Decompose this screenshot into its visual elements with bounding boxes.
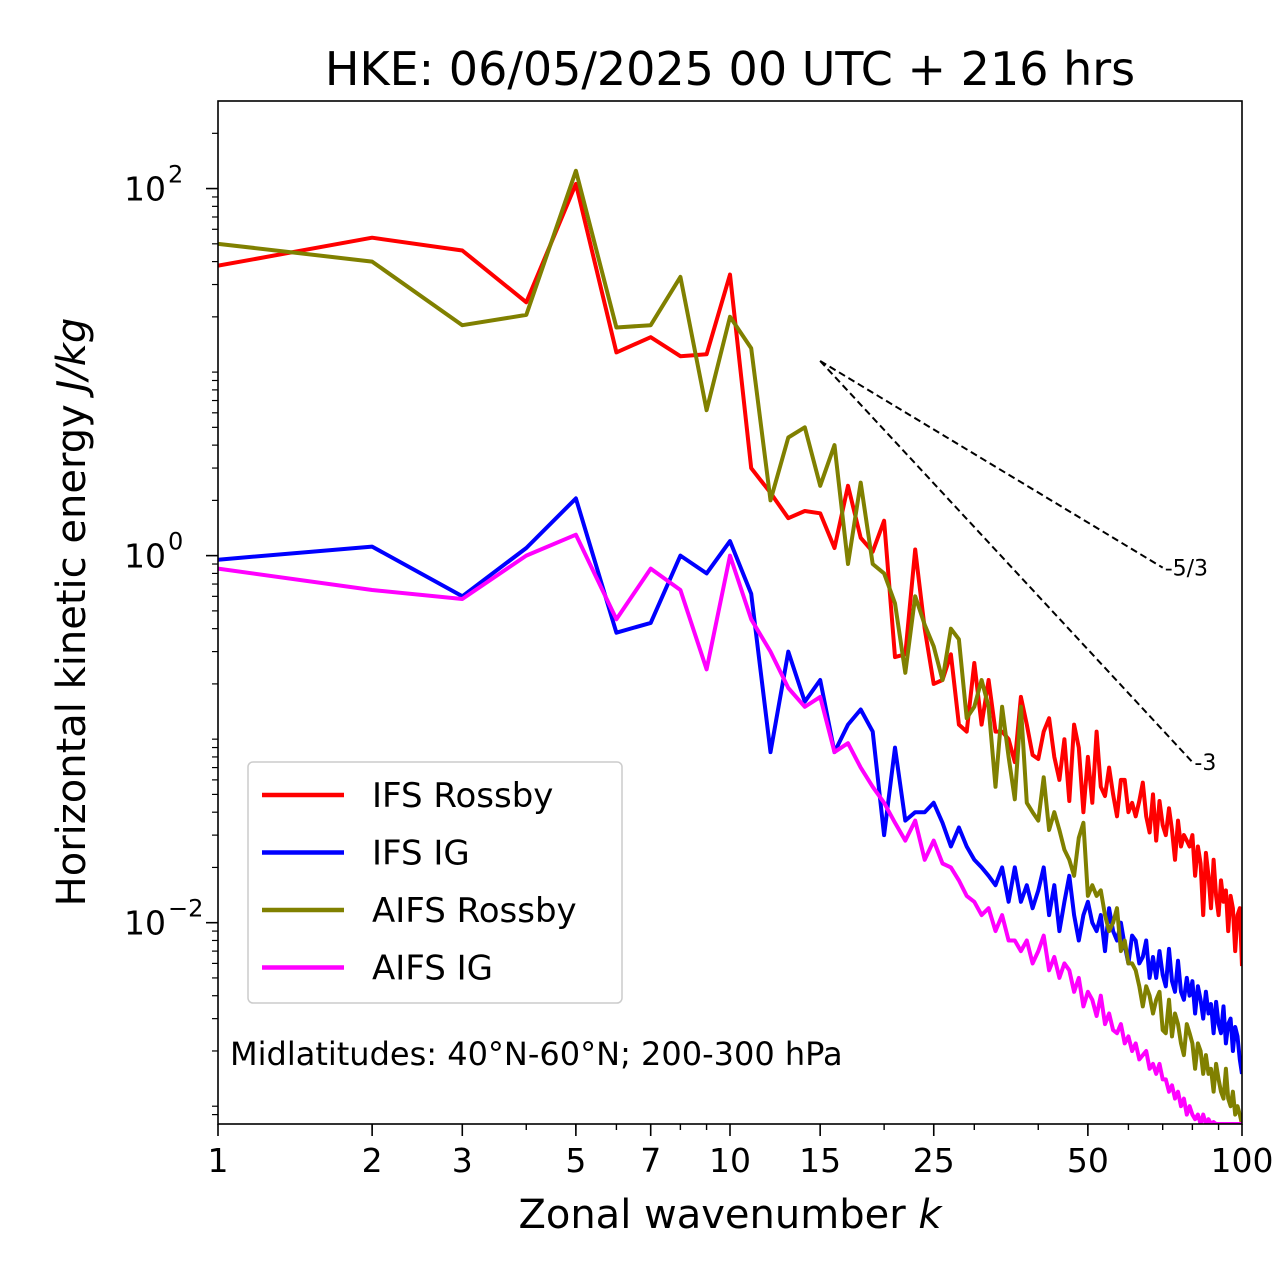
y-axis-label-text: Horizontal kinetic energy (49, 404, 95, 906)
y-tick-exponent: 0 (168, 528, 183, 556)
legend-label-ifs-ig: IFS IG (372, 834, 470, 874)
series-line-aifs-rossby (218, 168, 1242, 1124)
reference-slope-label-1: -5/3 (1165, 557, 1208, 582)
y-tick-label: 10 (124, 170, 166, 209)
x-tick-label: 2 (362, 1141, 383, 1180)
reference-slope-line-1 (819, 360, 1164, 569)
reference-slopes: -5/3 -3 (819, 360, 1216, 776)
x-axis-ticks: 1 2 3 5 7 10 15 25 50 100 (208, 1124, 1274, 1180)
y-axis-label-unit: J/kg (49, 318, 95, 399)
reference-slope-label-2: -3 (1194, 751, 1216, 776)
reference-slope-line-2 (819, 360, 1194, 763)
y-tick-exponent: −2 (168, 895, 203, 923)
x-tick-label: 25 (913, 1141, 955, 1180)
x-axis-label-var: k (918, 1192, 943, 1238)
legend-label-aifs-ig: AIFS IG (372, 949, 493, 989)
legend-label-aifs-rossby: AIFS Rossby (372, 891, 577, 931)
region-annotation: Midlatitudes: 40°N-60°N; 200-300 hPa (230, 1035, 843, 1073)
series-layer (218, 168, 1242, 1124)
x-tick-label: 15 (799, 1141, 841, 1180)
x-axis-label-text: Zonal wavenumber (518, 1192, 906, 1238)
x-tick-label: 50 (1067, 1141, 1109, 1180)
x-tick-label: 100 (1211, 1141, 1274, 1180)
x-tick-label: 10 (709, 1141, 751, 1180)
series-line-ifs-ig (218, 496, 1242, 1075)
y-axis-label: Horizontal kinetic energy J/kg (49, 318, 95, 907)
x-tick-label: 5 (565, 1141, 586, 1180)
y-tick-exponent: 2 (168, 161, 183, 189)
series-line-aifs-ig (218, 532, 1242, 1124)
legend-box (247, 761, 623, 1004)
y-tick-label: 10 (124, 537, 166, 576)
legend: IFS Rossby IFS IG AIFS Rossby AIFS IG (247, 761, 623, 1004)
y-tick-label: 10 (124, 904, 166, 943)
x-axis-label: Zonal wavenumber k (518, 1192, 943, 1238)
legend-label-ifs-rossby: IFS Rossby (372, 776, 553, 816)
x-tick-label: 7 (640, 1141, 661, 1180)
x-tick-label: 1 (208, 1141, 229, 1180)
x-tick-label: 3 (452, 1141, 473, 1180)
chart-title: HKE: 06/05/2025 00 UTC + 216 hrs (325, 42, 1135, 96)
